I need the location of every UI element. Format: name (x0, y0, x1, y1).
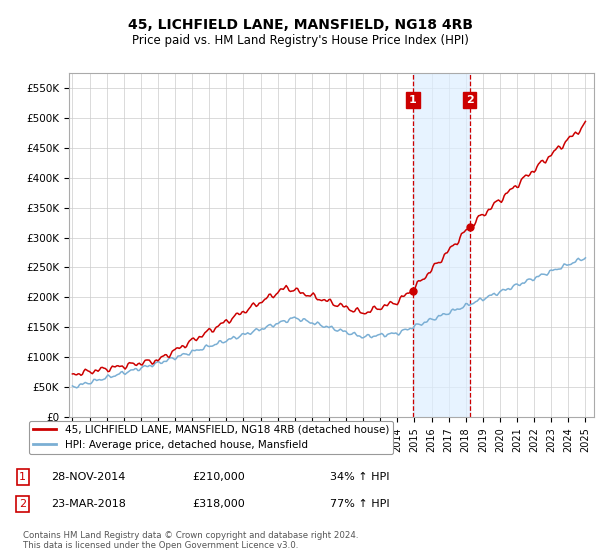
Text: 45, LICHFIELD LANE, MANSFIELD, NG18 4RB: 45, LICHFIELD LANE, MANSFIELD, NG18 4RB (128, 18, 473, 32)
Text: 1: 1 (19, 472, 26, 482)
Legend: 45, LICHFIELD LANE, MANSFIELD, NG18 4RB (detached house), HPI: Average price, de: 45, LICHFIELD LANE, MANSFIELD, NG18 4RB … (29, 421, 393, 454)
Text: Price paid vs. HM Land Registry's House Price Index (HPI): Price paid vs. HM Land Registry's House … (131, 34, 469, 47)
Bar (413, 73, 470, 417)
Text: 34% ↑ HPI: 34% ↑ HPI (330, 472, 389, 482)
Text: 77% ↑ HPI: 77% ↑ HPI (330, 499, 389, 509)
Text: 2: 2 (19, 499, 26, 509)
Text: £210,000: £210,000 (192, 472, 245, 482)
Text: 1: 1 (409, 95, 417, 105)
Text: 2: 2 (466, 95, 473, 105)
Text: 23-MAR-2018: 23-MAR-2018 (51, 499, 126, 509)
Text: 28-NOV-2014: 28-NOV-2014 (51, 472, 125, 482)
Text: £318,000: £318,000 (192, 499, 245, 509)
Text: Contains HM Land Registry data © Crown copyright and database right 2024.
This d: Contains HM Land Registry data © Crown c… (23, 530, 358, 550)
